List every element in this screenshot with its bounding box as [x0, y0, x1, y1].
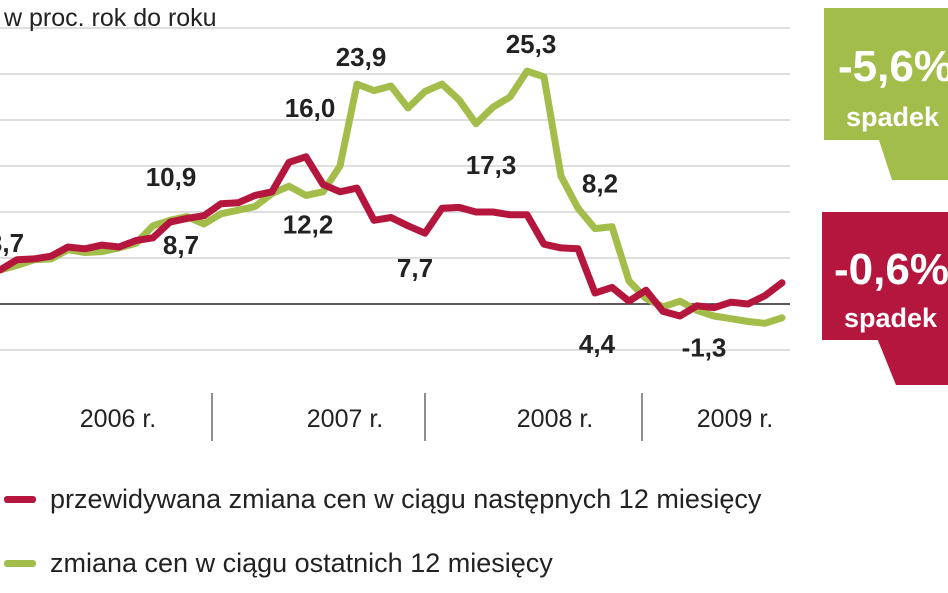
data-labels: 3,7 10,9 8,7 16,0 12,2 7,7 23,9 17,3 25,3 8,2 4,4 -… [0, 29, 726, 362]
callout-value: -5,6% [838, 42, 948, 91]
callout-arrow-shape [822, 212, 948, 340]
data-label: -1,3 [682, 332, 727, 362]
data-label: 10,9 [146, 162, 197, 192]
callout-label: spadek [846, 102, 940, 132]
data-label: 23,9 [336, 42, 387, 72]
series-line-past [0, 67, 786, 327]
data-label: 16,0 [285, 93, 336, 123]
x-tick-label: 2008 r. [517, 405, 593, 433]
legend-label: zmiana cen w ciągu ostatnich 12 miesięcy [50, 547, 553, 578]
series-lines [0, 67, 786, 327]
legend-label: przewidywana zmiana cen w ciągu następny… [50, 483, 762, 514]
data-label: 4,4 [579, 329, 616, 359]
data-label: 25,3 [506, 29, 557, 59]
series-line-expected [0, 153, 786, 320]
x-tick-label: 2009 r. [697, 405, 773, 433]
legend-swatch [4, 559, 36, 567]
x-tick-label: 2007 r. [307, 405, 383, 433]
x-tick-label: 2006 r. [80, 405, 156, 433]
grid-lines [0, 27, 790, 351]
callout-arrow-shape [824, 8, 948, 140]
unit-label: w proc. rok do roku [4, 4, 217, 32]
data-label: 12,2 [283, 209, 334, 239]
callout-arrows [822, 8, 948, 385]
callout-label: spadek [844, 303, 938, 333]
callout-value: -0,6% [834, 245, 948, 294]
legend-swatch [4, 495, 36, 503]
x-axis-ticks: 2006 r. 2007 r. 2008 r. 2009 r. [80, 393, 773, 441]
data-label: 8,2 [582, 169, 618, 199]
data-label: 7,7 [397, 253, 433, 283]
legend-item: zmiana cen w ciągu ostatnich 12 miesięcy [0, 545, 553, 581]
legend-item: przewidywana zmiana cen w ciągu następny… [0, 481, 761, 517]
data-label: 3,7 [0, 228, 24, 258]
data-label: 8,7 [163, 230, 199, 260]
data-label: 17,3 [466, 150, 517, 180]
